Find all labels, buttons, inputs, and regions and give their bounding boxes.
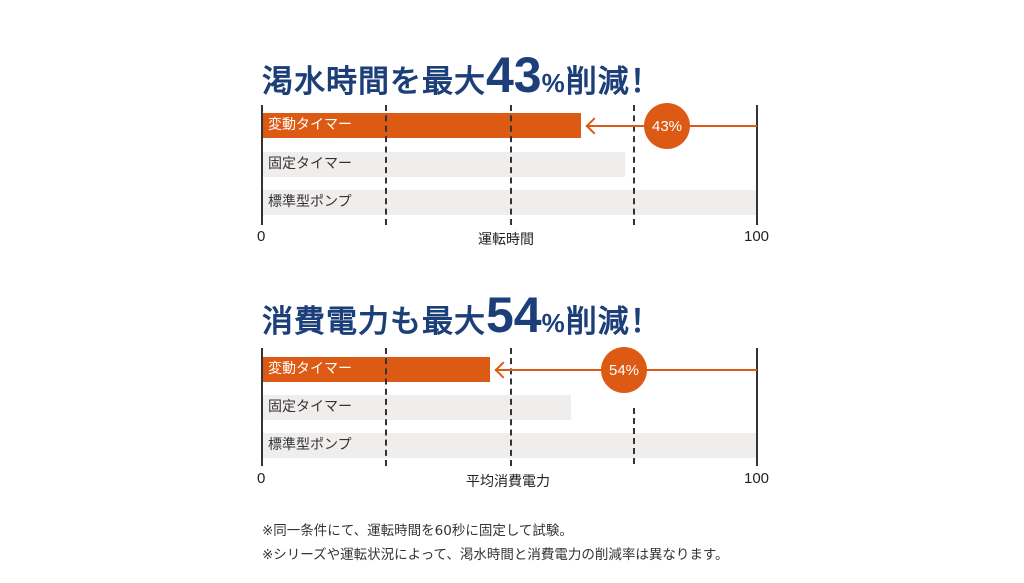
title-text-end: 削減！ bbox=[565, 64, 662, 100]
title-number: 54 bbox=[486, 287, 542, 343]
bar-variable-timer bbox=[263, 113, 581, 138]
gridline-75 bbox=[633, 105, 635, 225]
row-label-standard-pump: 標準型ポンプ bbox=[268, 437, 352, 453]
axis-hundred bbox=[756, 348, 758, 466]
tick-0: 0 bbox=[257, 470, 266, 487]
footnote-1: ※同一条件にて、運転時間を60秒に固定して試験。 bbox=[262, 523, 573, 539]
row-label-fixed-timer: 固定タイマー bbox=[268, 156, 352, 172]
row-label-variable-timer: 変動タイマー bbox=[268, 361, 352, 377]
gridline-75 bbox=[633, 408, 635, 464]
chart1-title: 渇水時間を最大43%削減！ bbox=[262, 50, 662, 100]
chart2-title: 消費電力も最大54%削減！ bbox=[262, 290, 662, 340]
arrowhead-icon bbox=[585, 117, 603, 135]
axis-hundred bbox=[756, 105, 758, 225]
footnote-2: ※シリーズや運転状況によって、渇水時間と消費電力の削減率は異なります。 bbox=[262, 547, 729, 563]
tick-100: 100 bbox=[744, 470, 770, 487]
axis-zero bbox=[261, 105, 263, 225]
bar-fixed-timer bbox=[263, 152, 625, 177]
title-text: 消費電力も最大 bbox=[262, 304, 486, 340]
x-axis-label: 平均消費電力 bbox=[466, 474, 550, 490]
row-label-variable-timer: 変動タイマー bbox=[268, 117, 352, 133]
tick-0: 0 bbox=[257, 228, 266, 245]
reduction-badge: 43% bbox=[644, 103, 690, 149]
title-text-end: 削減！ bbox=[565, 304, 662, 340]
title-number: 43 bbox=[486, 47, 542, 103]
x-axis-label: 運転時間 bbox=[478, 232, 534, 248]
reduction-badge: 54% bbox=[601, 347, 647, 393]
gridline-50 bbox=[510, 105, 512, 225]
axis-zero bbox=[261, 348, 263, 466]
bar-variable-timer bbox=[263, 357, 490, 382]
title-percent: % bbox=[541, 68, 566, 98]
row-label-standard-pump: 標準型ポンプ bbox=[268, 194, 352, 210]
gridline-25 bbox=[385, 348, 387, 466]
tick-100: 100 bbox=[744, 228, 770, 245]
title-percent: % bbox=[541, 308, 566, 338]
title-text: 渇水時間を最大 bbox=[262, 64, 486, 100]
arrowhead-icon bbox=[494, 361, 512, 379]
row-label-fixed-timer: 固定タイマー bbox=[268, 399, 352, 415]
bar-fixed-timer bbox=[263, 395, 571, 420]
gridline-50 bbox=[510, 348, 512, 466]
gridline-25 bbox=[385, 105, 387, 225]
